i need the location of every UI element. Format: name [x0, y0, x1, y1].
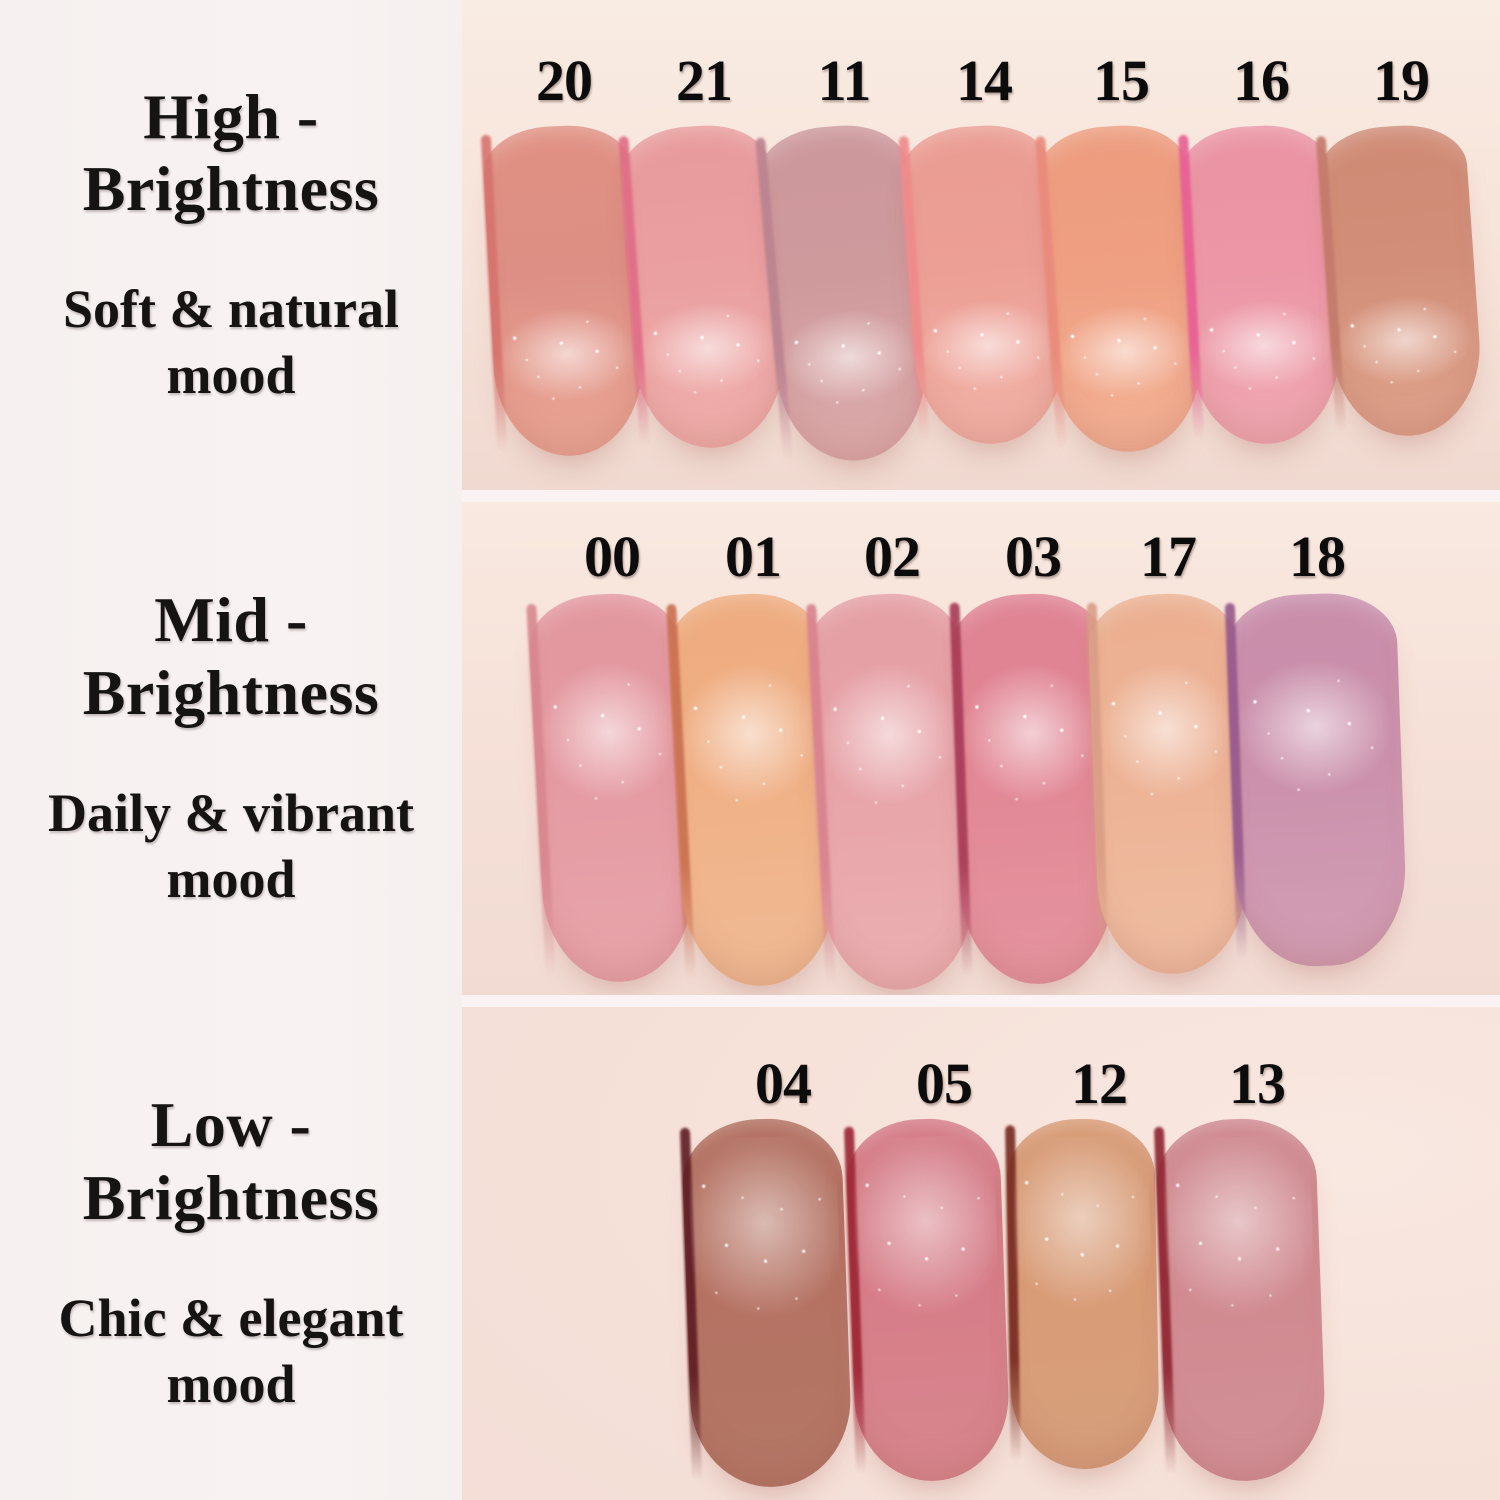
swatch-02: 02	[806, 502, 978, 995]
swatch-number: 02	[864, 524, 921, 589]
swatch-14: 14	[898, 0, 1069, 490]
gloss-highlight	[496, 294, 639, 427]
swatch-photo-low-brightness: 04 05 12 13	[462, 1007, 1500, 1500]
swatch-photo-mid-brightness: 00 01 02 03 17 18	[462, 502, 1500, 995]
section-subtitle: Chic & elegant mood	[59, 1286, 404, 1418]
swatch-number: 15	[1093, 48, 1150, 113]
gloss-highlight	[776, 294, 924, 433]
gloss-highlight	[1161, 1134, 1317, 1350]
gloss-highlight	[1333, 282, 1478, 410]
swatch-number: 18	[1289, 524, 1346, 589]
swatch-number: 16	[1233, 48, 1290, 113]
swatch-wipe-edge	[679, 1127, 703, 1481]
swatch-04: 04	[679, 1007, 854, 1500]
subtitle-line-2: mood	[166, 345, 296, 406]
swatch-blob	[1005, 1117, 1161, 1471]
gloss-highlight	[675, 645, 826, 841]
swatch-number: 00	[584, 524, 641, 589]
gloss-highlight	[535, 644, 684, 839]
swatch-number: 14	[956, 48, 1013, 113]
swatch-number: 19	[1373, 48, 1430, 113]
swatch-wipe-edge	[526, 603, 556, 977]
swatch-number: 11	[817, 48, 872, 113]
section-label-low-brightness: Low - Brightness Chic & elegant mood	[0, 1007, 462, 1500]
swatch-blob	[1315, 121, 1486, 441]
swatch-05: 05	[843, 1007, 1012, 1500]
section-label-high-brightness: High - Brightness Soft & natural mood	[0, 0, 462, 490]
swatch-blob	[1086, 591, 1249, 977]
subtitle-line-1: Soft & natural	[63, 279, 399, 340]
title-line-1: Mid -	[154, 584, 308, 656]
gloss-highlight	[815, 646, 964, 844]
swatch-number: 01	[725, 524, 782, 589]
swatch-19: 19	[1315, 0, 1486, 490]
swatch-number: 17	[1140, 524, 1197, 589]
gloss-highlight	[1012, 1135, 1152, 1341]
swatch-blob	[1224, 591, 1409, 969]
swatch-number: 13	[1229, 1051, 1286, 1116]
section-subtitle: Daily & vibrant mood	[48, 781, 414, 913]
gloss-highlight	[1234, 643, 1397, 828]
section-title: Mid - Brightness	[83, 584, 380, 729]
swatch-16: 16	[1178, 0, 1344, 490]
section-title: High - Brightness	[83, 81, 380, 226]
gloss-highlight	[1193, 287, 1336, 416]
title-line-2: Brightness	[82, 1161, 380, 1233]
gloss-highlight	[958, 646, 1105, 839]
swatch-03: 03	[949, 502, 1116, 995]
swatch-20: 20	[480, 0, 647, 490]
swatch-13: 13	[1153, 1007, 1328, 1500]
swatch-01: 01	[666, 502, 840, 995]
title-line-2: Brightness	[82, 656, 380, 728]
title-line-2: Brightness	[82, 153, 380, 225]
subtitle-line-2: mood	[166, 1353, 296, 1414]
swatch-17: 17	[1086, 502, 1249, 995]
swatch-number: 20	[536, 48, 593, 113]
swatch-number: 03	[1005, 524, 1062, 589]
gloss-highlight	[851, 1134, 1001, 1350]
swatch-00: 00	[526, 502, 698, 995]
swatch-number: 21	[676, 48, 733, 113]
swatch-18: 18	[1224, 502, 1409, 995]
swatch-blob	[679, 1116, 854, 1490]
section-title: Low - Brightness	[83, 1089, 380, 1234]
swatch-wipe-edge	[480, 134, 508, 452]
swatch-number: 12	[1071, 1051, 1128, 1116]
swatch-21: 21	[618, 0, 790, 490]
subtitle-line-1: Daily & vibrant	[47, 782, 414, 843]
gloss-highlight	[1095, 644, 1238, 832]
section-subtitle: Soft & natural mood	[63, 277, 399, 409]
subtitle-line-2: mood	[166, 848, 296, 909]
swatch-blob	[1153, 1116, 1328, 1484]
swatch-number: 04	[755, 1051, 812, 1116]
section-label-mid-brightness: Mid - Brightness Daily & vibrant mood	[0, 502, 462, 995]
gloss-highlight	[687, 1134, 843, 1354]
label-column: High - Brightness Soft & natural mood Mi…	[0, 0, 462, 1500]
gloss-highlight	[1053, 290, 1198, 424]
swatch-11: 11	[755, 0, 933, 490]
gloss-highlight	[636, 288, 781, 421]
swatch-12: 12	[1005, 1007, 1161, 1500]
title-line-1: Low -	[150, 1089, 312, 1161]
swatch-wipe-edge	[1153, 1127, 1177, 1475]
title-line-1: High -	[143, 80, 319, 152]
swatch-wipe-edge	[1005, 1125, 1021, 1462]
swatch-blob	[843, 1116, 1012, 1484]
gloss-highlight	[916, 286, 1061, 417]
swatch-number: 05	[916, 1051, 973, 1116]
swatch-photo-high-brightness: 20 21 11 14 15 16	[462, 0, 1500, 490]
subtitle-line-1: Chic & elegant	[58, 1287, 404, 1348]
swatch-15: 15	[1035, 0, 1207, 490]
